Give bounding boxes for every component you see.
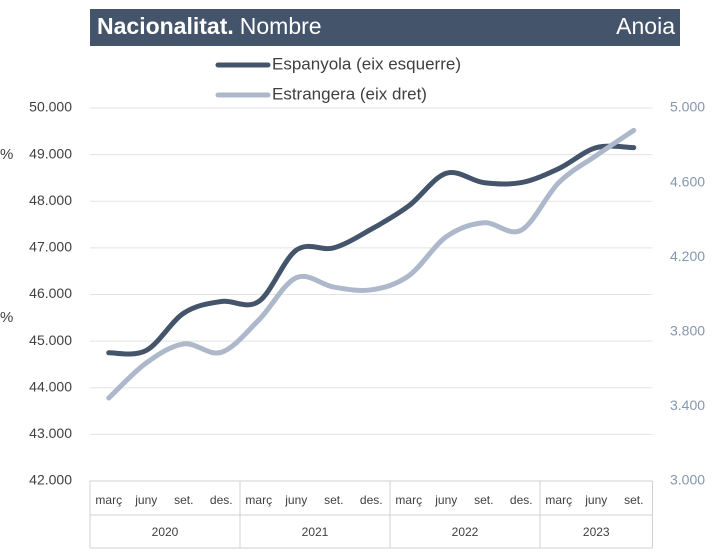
series-line [106, 127, 637, 401]
legend-label: Estrangera (eix dret) [272, 84, 427, 103]
x-group-label: 2023 [583, 525, 610, 539]
y2-tick-label: 5.000 [670, 99, 705, 115]
y-tick-label: 50.000 [29, 99, 72, 115]
y2-tick-label: 3.400 [670, 397, 705, 413]
y2-tick-label: 4.600 [670, 173, 705, 189]
series-line [106, 143, 637, 357]
y2-tick-label: 3.800 [670, 323, 705, 339]
y-tick-label: 49.000 [29, 145, 72, 161]
y-tick-label: 47.000 [29, 239, 72, 255]
x-tick-label: març [95, 493, 122, 507]
x-tick-label: juny [134, 493, 157, 507]
region: Anoia [616, 13, 675, 39]
title-bar [90, 9, 680, 46]
x-tick-label: març [545, 493, 572, 507]
y2-tick-label: 4.200 [670, 248, 705, 264]
x-tick-label: des. [510, 493, 533, 507]
chart-subtitle: Nombre [240, 13, 322, 39]
y2-tick-label: 3.000 [670, 472, 705, 488]
x-tick-label: juny [284, 493, 307, 507]
x-tick-label: març [395, 493, 422, 507]
x-tick-label: des. [360, 493, 383, 507]
x-tick-label: set. [624, 493, 643, 507]
y-tick-label: 46.000 [29, 285, 72, 301]
annotation: % [0, 146, 13, 163]
x-tick-label: set. [174, 493, 193, 507]
x-group-label: 2022 [452, 525, 479, 539]
x-tick-label: des. [210, 493, 233, 507]
annotation: % [0, 309, 13, 326]
y-tick-label: 43.000 [29, 425, 72, 441]
x-tick-label: març [245, 493, 272, 507]
x-group-label: 2021 [302, 525, 329, 539]
y-tick-label: 44.000 [29, 378, 72, 394]
x-tick-label: set. [474, 493, 493, 507]
y-tick-label: 42.000 [29, 472, 72, 488]
y-tick-label: 45.000 [29, 332, 72, 348]
y-tick-label: 48.000 [29, 192, 72, 208]
legend-label: Espanyola (eix esquerre) [272, 54, 461, 73]
title-line: Nacionalitat. Nombre [97, 13, 322, 39]
x-tick-label: juny [584, 493, 607, 507]
chart-title: Nacionalitat. [97, 13, 234, 39]
x-group-label: 2020 [152, 525, 179, 539]
x-tick-label: set. [324, 493, 343, 507]
x-tick-label: juny [434, 493, 457, 507]
